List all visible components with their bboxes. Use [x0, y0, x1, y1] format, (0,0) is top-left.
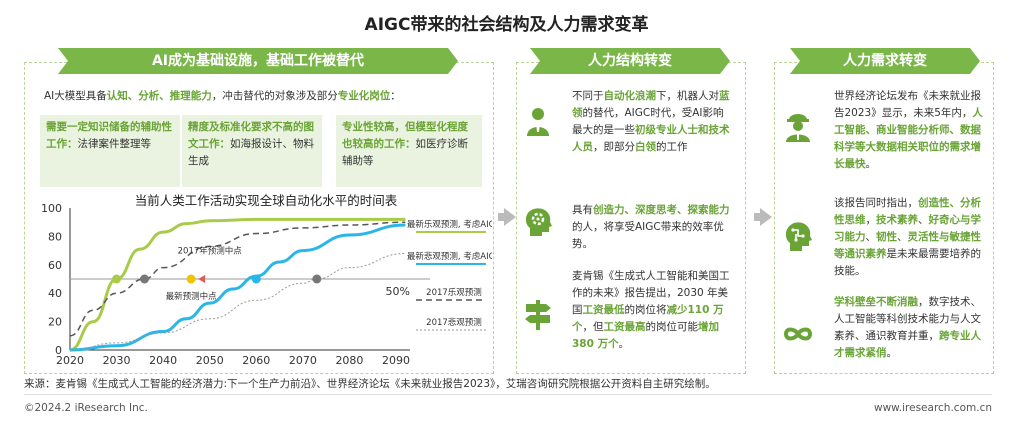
person-icon: [520, 104, 556, 140]
head-circuit-icon: [780, 218, 816, 254]
brain-gear-icon: [520, 204, 556, 240]
series-line: [69, 217, 406, 352]
midpoint-marker: [312, 274, 322, 284]
left-col-1: 需要一定知识储备的辅助性工作：法律案件整理等: [40, 115, 180, 187]
left-banner: AI成为基础设施，基础工作被替代: [58, 48, 458, 74]
x-tick-label: 2030: [103, 354, 131, 367]
y-tick-label: 20: [48, 316, 62, 329]
source-note: 来源：麦肯锡《生成式人工智能的经济潜力:下一个生产力前沿》、世界经济论坛《未来就…: [24, 378, 716, 390]
y-tick-label: 60: [48, 259, 62, 272]
left-intro: AI大模型具备认知、分析、推理能力，冲击替代的对象涉及部分专业化岗位：: [44, 90, 401, 102]
middle-item-2: 具有创造力、深度思考、探索能力的人，将享受AIGC带来的效率优势。: [572, 204, 730, 250]
website: www.iresearch.com.cn: [873, 402, 992, 414]
legend-label: 最新乐观预测, 考虑AIGC: [407, 219, 492, 230]
y-tick-label: 40: [48, 287, 62, 300]
right-banner: 人力需求转变: [790, 48, 980, 74]
annotation-latest-midpoint: 最新预测中点: [166, 291, 218, 302]
annotation-2017-midpoint: 2017年预测中点: [178, 245, 243, 256]
right-panel: [774, 62, 994, 374]
y-tick-label: 80: [48, 230, 62, 243]
left-col-2: 精度及标准化要求不高的图文工作：如海报设计、物料生成: [182, 115, 322, 187]
copyright: ©2024.2 iResearch Inc.: [24, 402, 148, 414]
infinity-icon: [780, 316, 816, 352]
midpoint-marker: [251, 274, 261, 284]
midpoint-marker: [112, 274, 122, 284]
x-tick-label: 2040: [149, 354, 177, 367]
right-item-2: 该报告同时指出，创造性、分析性思维，技术素养、好奇心与学习能力、韧性、灵活性与敏…: [834, 197, 981, 277]
x-tick-label: 2050: [196, 354, 224, 367]
midpoint-arrow-icon: [198, 275, 206, 283]
chart-title: 当前人类工作活动实现全球自动化水平的时间表: [134, 193, 398, 208]
middle-item-3: 麦肯锡《生成式人工智能和美国工作的未来》报告提出，2030 年美国工资最低的岗位…: [572, 270, 730, 350]
y-tick-label: 0: [55, 344, 62, 357]
middle-item-1: 不同于自动化浪潮下，机器人对蓝领的替代，AIGC时代，受AI影响最大的是一些初级…: [572, 90, 730, 153]
left-col-3: 专业性较高，但模型化程度也较高的工作：如医疗诊断辅助等: [336, 115, 482, 187]
x-tick-label: 2020: [56, 354, 84, 367]
legend-label: 2017悲观预测: [426, 317, 482, 328]
middle-panel: [516, 62, 746, 374]
threshold-label: 50%: [386, 285, 410, 298]
series-line: [69, 221, 406, 337]
series-line: [69, 252, 406, 351]
y-tick-label: 100: [41, 202, 62, 215]
midpoint-marker: [186, 274, 196, 284]
footer-divider: [24, 394, 992, 395]
worker-icon: [780, 108, 816, 144]
right-item-3: 学科壁垒不断消融，数字技术、人工智能等科创技术能力与人文素养、通识教育并重，跨专…: [834, 296, 981, 359]
x-tick-label: 2060: [242, 354, 270, 367]
midpoint-marker: [140, 274, 150, 284]
legend-label: 2017乐观预测: [426, 287, 482, 298]
signpost-icon: [520, 296, 556, 332]
page-title: AIGC带来的社会结构及人力需求变革: [364, 15, 649, 35]
middle-banner: 人力结构转变: [530, 48, 730, 74]
series-line: [69, 223, 406, 352]
legend-label: 最新悲观预测, 考虑AIGC: [407, 251, 492, 262]
right-item-1: 世界经济论坛发布《未来就业报告2023》显示，未来5年内，人工智能、商业智能分析…: [834, 90, 983, 170]
x-tick-label: 2070: [289, 354, 317, 367]
x-tick-label: 2090: [382, 354, 410, 367]
x-tick-label: 2080: [335, 354, 363, 367]
